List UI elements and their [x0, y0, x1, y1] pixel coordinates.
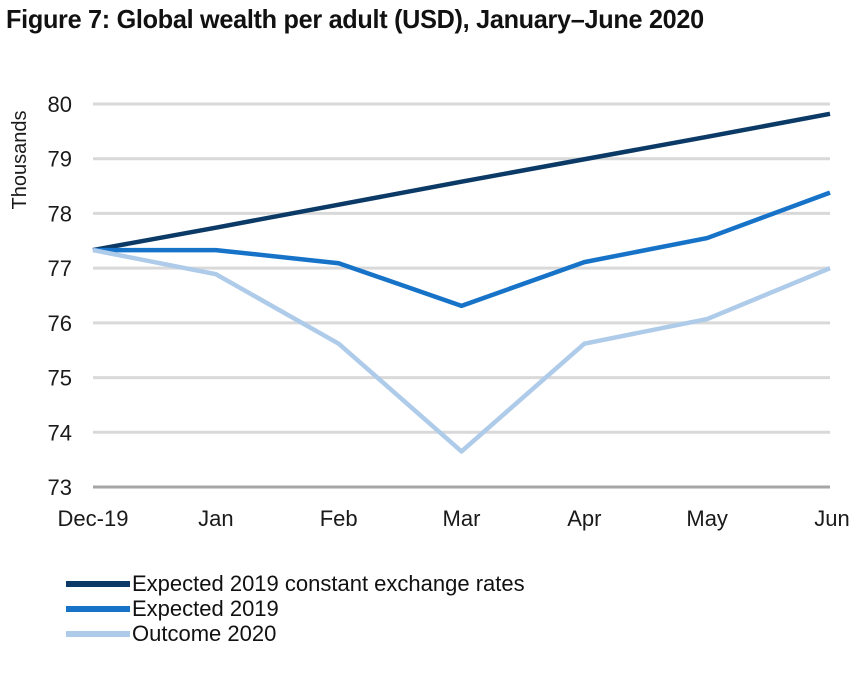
chart-title: Figure 7: Global wealth per adult (USD),… [6, 4, 704, 34]
x-tick-label: May [686, 506, 728, 531]
legend-item: Expected 2019 [66, 596, 525, 621]
y-axis-ticks: 73 74 75 76 77 78 79 80 [48, 92, 72, 500]
y-tick-label: 74 [48, 420, 72, 445]
x-tick-label: Mar [443, 506, 481, 531]
line-chart: 73 74 75 76 77 78 79 80 Dec-19 Jan Feb Mar Apr May Ju… [9, 92, 850, 531]
y-tick-label: 76 [48, 311, 72, 336]
x-axis-ticks: Dec-19 Jan Feb Mar Apr May Jun [58, 506, 850, 531]
y-tick-label: 79 [48, 147, 72, 172]
x-tick-label: Feb [320, 506, 358, 531]
legend-label: Outcome 2020 [132, 621, 277, 646]
x-tick-label: Jun [814, 506, 849, 531]
y-axis-label: Thousands [9, 111, 31, 210]
y-tick-label: 78 [48, 201, 72, 226]
legend: Expected 2019 constant exchange rates Exp… [66, 571, 525, 646]
legend-item: Outcome 2020 [66, 621, 525, 646]
legend-label: Expected 2019 [132, 596, 279, 621]
y-tick-label: 80 [48, 92, 72, 117]
y-tick-label: 73 [48, 475, 72, 500]
legend-item: Expected 2019 constant exchange rates [66, 571, 525, 596]
series-line-2 [92, 247, 831, 454]
legend-swatch [66, 580, 130, 587]
y-tick-label: 77 [48, 256, 72, 281]
legend-swatch [66, 630, 130, 637]
x-tick-label: Dec-19 [58, 506, 129, 531]
y-tick-label: 75 [48, 366, 72, 391]
series-lines [92, 111, 831, 454]
legend-label: Expected 2019 constant exchange rates [132, 571, 525, 596]
x-tick-label: Jan [198, 506, 233, 531]
x-tick-label: Apr [567, 506, 601, 531]
legend-swatch [66, 605, 130, 612]
series-line-1 [93, 190, 831, 309]
gridlines [93, 102, 830, 489]
series-line-0 [92, 111, 831, 253]
